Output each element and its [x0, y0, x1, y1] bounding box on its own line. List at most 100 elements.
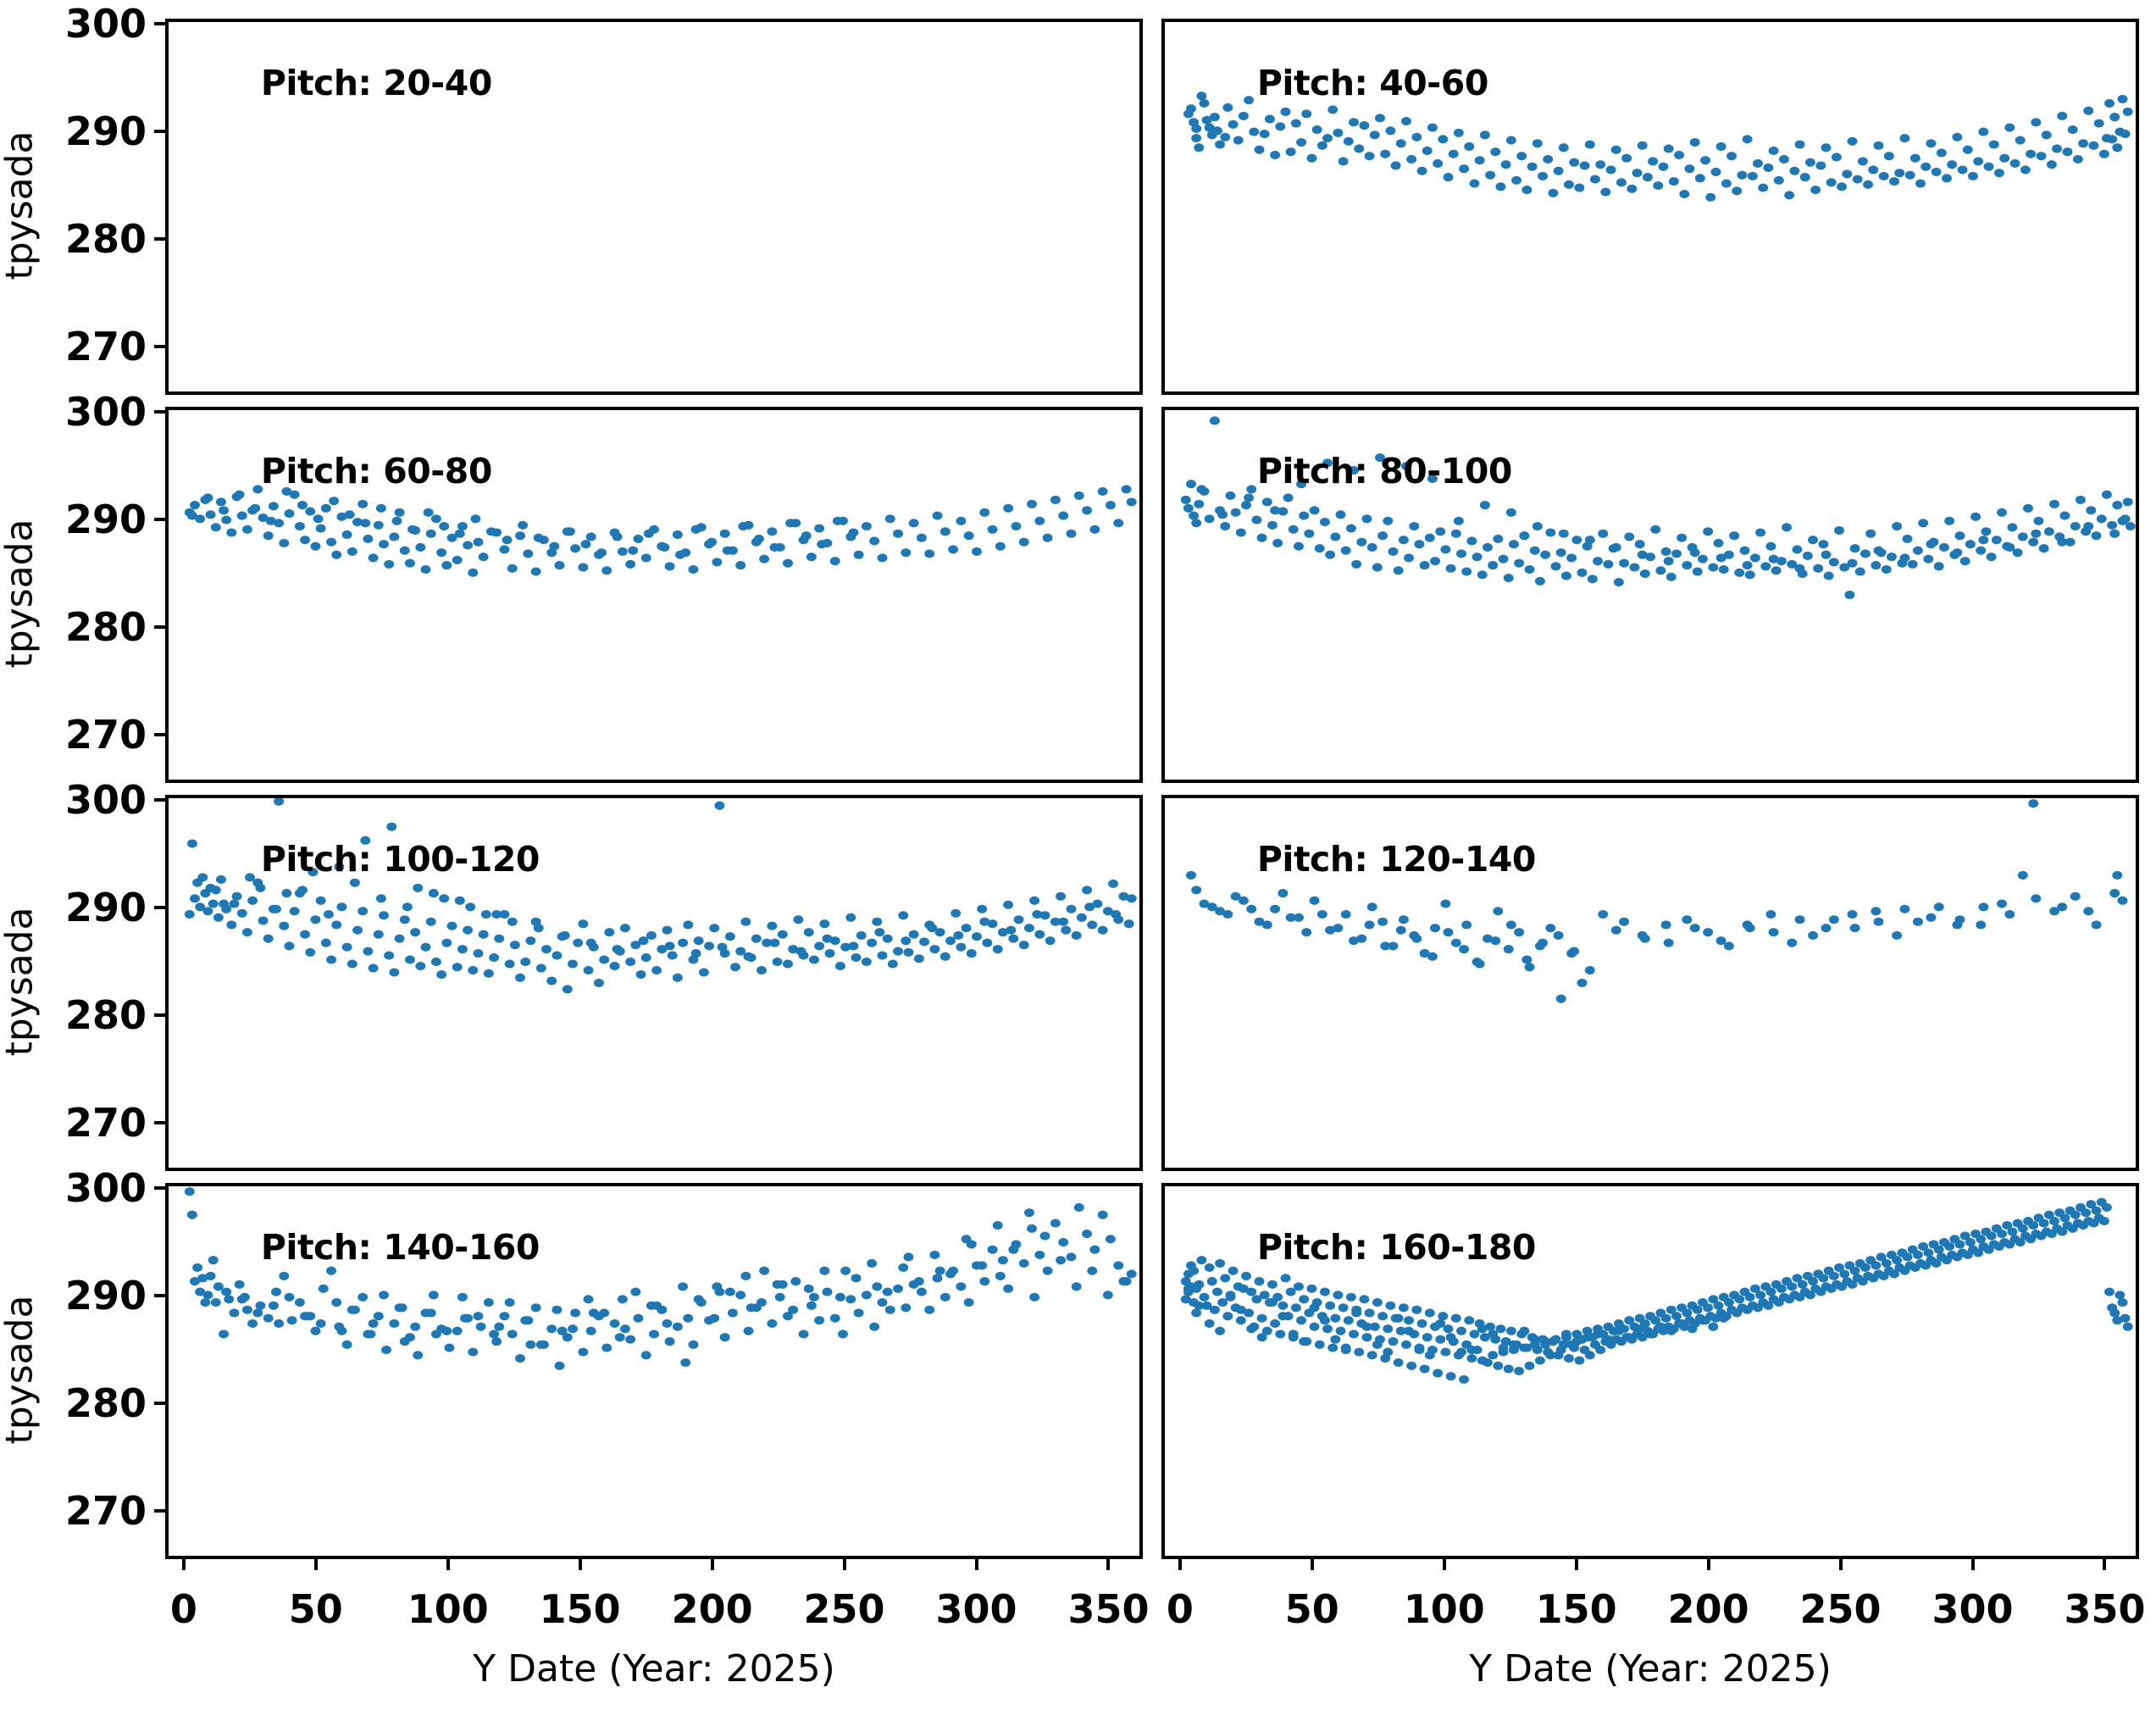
- subplot-panel-pitch-140-160: Pitch: 140-160: [165, 1183, 1143, 1559]
- x-tick-mark: [1838, 1559, 1843, 1570]
- y-tick-label: 290: [64, 497, 147, 543]
- x-tick-mark: [313, 1559, 318, 1570]
- x-tick-mark: [1706, 1559, 1710, 1570]
- x-tick-label: 0: [169, 1586, 197, 1632]
- y-tick-label: 270: [64, 1099, 147, 1146]
- scatter-points: [184, 798, 1137, 994]
- x-tick-label: 200: [1667, 1586, 1749, 1632]
- x-tick-mark: [1106, 1559, 1111, 1570]
- y-tick-mark: [154, 344, 165, 348]
- y-tick-label: 270: [64, 711, 147, 758]
- x-tick-label: 50: [1284, 1586, 1339, 1632]
- x-tick-label: 300: [935, 1586, 1017, 1632]
- panel-title: Pitch: 80-100: [1256, 450, 1513, 491]
- x-tick-label: 300: [1932, 1586, 2014, 1632]
- x-axis-col-1: 0 50 100 150 200 250 300 350 Y Date (Year: 2025): [1161, 1559, 2145, 1690]
- x-tick-mark: [446, 1559, 450, 1570]
- subplot-panel-pitch-60-80: Pitch: 60-80: [165, 407, 1143, 783]
- y-tick-label: 300: [64, 777, 147, 824]
- y-tick-label: 280: [64, 1380, 147, 1427]
- subplot-panel-pitch-100-120: Pitch: 100-120: [165, 795, 1143, 1171]
- subplot-panel-pitch-160-180: Pitch: 160-180: [1161, 1183, 2139, 1559]
- y-tick-label: 280: [64, 604, 147, 651]
- y-tick-mark: [154, 237, 165, 241]
- y-axis-label: tpysada: [0, 1295, 42, 1445]
- y-tick-mark: [154, 625, 165, 630]
- y-axis-row-0: 300 290 280 270 tpysada: [0, 1, 165, 395]
- panel-title: Pitch: 100-120: [260, 838, 540, 880]
- y-axis-label: tpysada: [0, 130, 42, 280]
- y-tick-label: 280: [64, 216, 147, 263]
- x-tick-mark: [1574, 1559, 1578, 1570]
- x-tick-mark: [2103, 1559, 2107, 1570]
- scatter-points: [184, 485, 1137, 577]
- panel-title: Pitch: 120-140: [1256, 838, 1537, 880]
- x-tick-mark: [181, 1559, 186, 1570]
- y-tick-mark: [154, 1186, 165, 1191]
- y-tick-label: 270: [64, 323, 147, 369]
- y-axis-row-3: 300 290 280 270 tpysada: [0, 1165, 165, 1559]
- y-tick-mark: [154, 732, 165, 736]
- x-tick-mark: [578, 1559, 582, 1570]
- x-tick-label: 100: [407, 1586, 489, 1632]
- x-tick-label: 150: [1535, 1586, 1617, 1632]
- y-tick-label: 280: [64, 992, 147, 1039]
- scatter-points: [1180, 1197, 2133, 1385]
- scatter-points: [1183, 92, 2133, 202]
- y-axis-row-2: 300 290 280 270 tpysada: [0, 777, 165, 1171]
- y-tick-label: 270: [64, 1487, 147, 1534]
- panel-grid: Pitch: 20-40 Pitch: 40-60 Pitch: 60-80 Pitc…: [165, 19, 2139, 1559]
- x-tick-mark: [1442, 1559, 1446, 1570]
- x-axis-col-0: 0 50 100 150 200 250 300 350 Y Date (Year: 2025): [165, 1559, 1149, 1690]
- x-tick-label: 350: [2064, 1586, 2146, 1632]
- panel-title: Pitch: 140-160: [260, 1226, 540, 1268]
- y-tick-mark: [154, 410, 165, 414]
- x-tick-mark: [1970, 1559, 1975, 1570]
- x-tick-label: 250: [803, 1586, 885, 1632]
- subplot-panel-pitch-20-40: Pitch: 20-40: [165, 19, 1143, 395]
- x-axis-label: Y Date (Year: 2025): [473, 1647, 835, 1690]
- x-tick-label: 250: [1799, 1586, 1882, 1632]
- y-tick-mark: [154, 1402, 165, 1406]
- x-axis-label: Y Date (Year: 2025): [1469, 1647, 1832, 1690]
- y-tick-mark: [154, 130, 165, 134]
- x-tick-mark: [710, 1559, 714, 1570]
- y-tick-mark: [154, 1508, 165, 1513]
- subplot-panel-pitch-40-60: Pitch: 40-60: [1161, 19, 2139, 395]
- y-tick-mark: [154, 1013, 165, 1018]
- y-tick-label: 290: [64, 108, 147, 155]
- scatter-points: [184, 1187, 1137, 1370]
- y-tick-label: 290: [64, 1273, 147, 1319]
- x-tick-label: 150: [539, 1586, 621, 1632]
- subplot-panel-pitch-80-100: Pitch: 80-100: [1161, 407, 2139, 783]
- scatter-points: [1186, 799, 2128, 1003]
- panel-title: Pitch: 40-60: [1256, 62, 1489, 103]
- y-axis-label: tpysada: [0, 519, 42, 669]
- x-tick-label: 350: [1067, 1586, 1150, 1632]
- scatter-points: [1180, 416, 2136, 600]
- y-tick-mark: [154, 1120, 165, 1124]
- y-axis-row-1: 300 290 280 270 tpysada: [0, 389, 165, 783]
- x-tick-mark: [1178, 1559, 1182, 1570]
- y-tick-label: 300: [64, 389, 147, 436]
- y-tick-mark: [154, 22, 165, 26]
- panel-title: Pitch: 20-40: [260, 62, 493, 103]
- y-tick-label: 300: [64, 1, 147, 47]
- panel-title: Pitch: 160-180: [1256, 1226, 1537, 1268]
- y-tick-mark: [154, 1294, 165, 1298]
- y-axis-label: tpysada: [0, 907, 42, 1057]
- x-tick-mark: [842, 1559, 846, 1570]
- x-tick-mark: [974, 1559, 978, 1570]
- y-tick-mark: [154, 798, 165, 802]
- x-tick-label: 200: [671, 1586, 753, 1632]
- y-tick-mark: [154, 906, 165, 910]
- subplot-panel-pitch-120-140: Pitch: 120-140: [1161, 795, 2139, 1171]
- x-tick-label: 0: [1166, 1586, 1194, 1632]
- y-tick-mark: [154, 518, 165, 522]
- y-tick-label: 290: [64, 885, 147, 931]
- y-tick-label: 300: [64, 1165, 147, 1212]
- x-tick-label: 100: [1403, 1586, 1485, 1632]
- x-tick-label: 50: [288, 1586, 343, 1632]
- panel-title: Pitch: 60-80: [260, 450, 493, 491]
